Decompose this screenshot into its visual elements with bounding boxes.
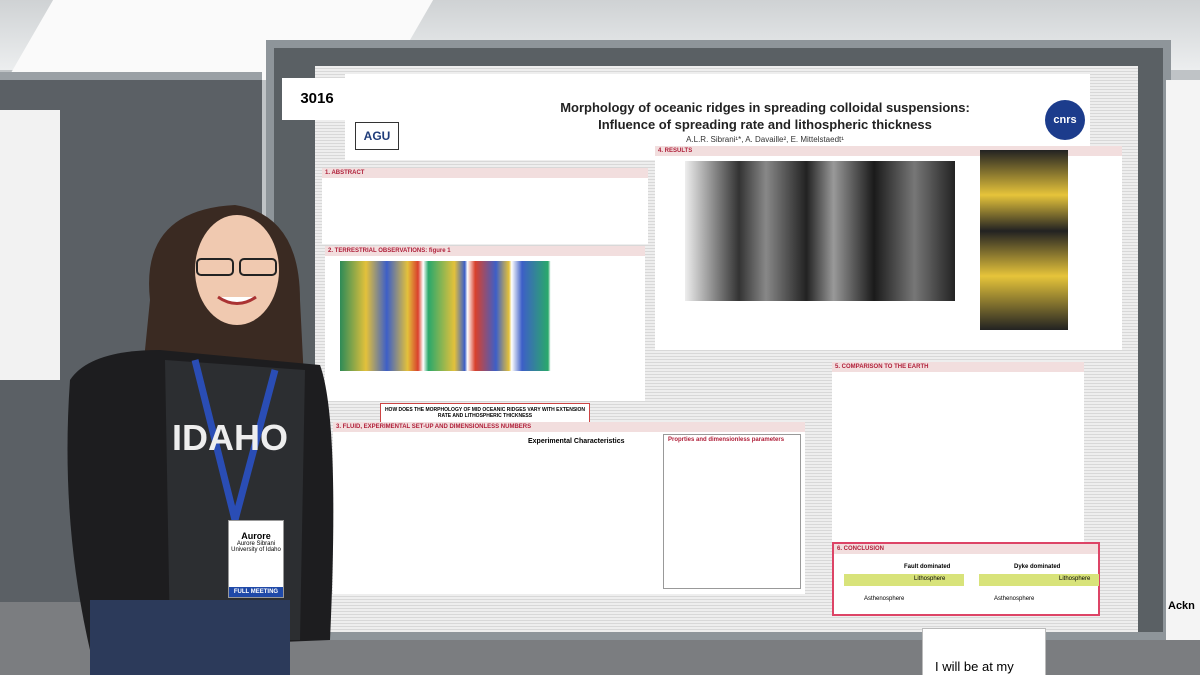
- poster: AGU Morphology of oceanic ridges in spre…: [315, 66, 1138, 632]
- smile: [217, 295, 257, 305]
- heading: 2. TERRESTRIAL OBSERVATIONS: figure 1: [325, 246, 645, 256]
- badge-text: University of Idaho: [231, 547, 281, 553]
- map-figure: [340, 261, 600, 371]
- shirt-text: IDAHO: [172, 417, 288, 458]
- heading: 4. RESULTS: [655, 146, 1122, 156]
- panel: 3. FLUID, EXPERIMENTAL SET-UP AND DIMENS…: [333, 422, 805, 594]
- table: Proprties and dimensionless parameters: [663, 434, 801, 589]
- label: Dyke dominated: [1014, 564, 1061, 570]
- heading: 6. CONCLUSION: [834, 544, 1098, 554]
- text: Ackn: [1168, 600, 1195, 612]
- title: Influence of spreading rate and lithosph…: [598, 117, 932, 132]
- badge: Aurore Aurore Sibrani University of Idah…: [228, 520, 284, 598]
- panel: 6. CONCLUSION Fault dominated Dyke domin…: [832, 542, 1100, 616]
- sign: I will be at my: [922, 628, 1046, 675]
- shirt: [165, 360, 305, 640]
- heading: 3. FLUID, EXPERIMENTAL SET-UP AND DIMENS…: [333, 422, 805, 432]
- layer: [979, 574, 1099, 586]
- subheading: Proprties and dimensionless parameters: [668, 437, 785, 443]
- layer: [844, 574, 964, 586]
- results-figure: [685, 161, 955, 301]
- right-poster: Ackn: [1166, 80, 1200, 640]
- authors: A.L.R. Sibrani¹*, A. Davaille², E. Mitte…: [686, 135, 844, 144]
- left-poster: [0, 110, 60, 380]
- panel: 5. COMPARISON TO THE EARTH: [832, 362, 1084, 544]
- badge-name: Aurore: [241, 531, 271, 541]
- label: Asthenosphere: [994, 596, 1035, 602]
- panel: 2. TERRESTRIAL OBSERVATIONS: figure 1: [325, 246, 645, 401]
- logo: cnrs: [1045, 100, 1085, 140]
- results-figure: [980, 150, 1068, 330]
- panel: 4. RESULTS: [655, 146, 1122, 350]
- heading: 1. ABSTRACT: [322, 168, 648, 178]
- title: Morphology of oceanic ridges in spreadin…: [560, 100, 970, 115]
- poster-number: 3016: [282, 78, 352, 120]
- label: Lithosphere: [914, 576, 946, 582]
- jeans: [90, 600, 290, 675]
- badge-text: Aurore Sibrani: [236, 541, 276, 547]
- label: Fault dominated: [904, 564, 951, 570]
- heading: 5. COMPARISON TO THE EARTH: [832, 362, 1084, 372]
- label: Lithosphere: [1059, 576, 1091, 582]
- label: Asthenosphere: [864, 596, 905, 602]
- panel: 1. ABSTRACT: [322, 168, 648, 244]
- glasses: [196, 258, 234, 276]
- subheading: Experimental Characteristics: [528, 438, 625, 445]
- poster-header: AGU Morphology of oceanic ridges in spre…: [345, 74, 1090, 160]
- glasses: [239, 258, 277, 276]
- badge-type: FULL MEETING: [229, 587, 283, 597]
- face: [195, 215, 279, 325]
- logo: AGU: [355, 122, 399, 150]
